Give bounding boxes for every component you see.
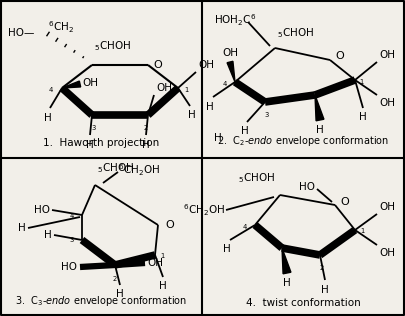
Polygon shape (315, 95, 324, 121)
Text: 1.  Haworth projection: 1. Haworth projection (43, 138, 159, 148)
Text: $_{2}$: $_{2}$ (319, 263, 325, 273)
Text: H: H (321, 285, 329, 295)
Text: O: O (340, 197, 349, 207)
Text: OH: OH (147, 258, 163, 268)
Text: H: H (44, 230, 52, 240)
Text: $_{1}$: $_{1}$ (160, 251, 166, 261)
Text: 3.  C$_3$-$\it{endo}$ envelope conformation: 3. C$_3$-$\it{endo}$ envelope conformati… (15, 294, 187, 308)
Text: O: O (335, 51, 344, 61)
Text: H: H (206, 102, 214, 112)
Text: H: H (359, 112, 367, 122)
Text: $^{6}$CH$_2$: $^{6}$CH$_2$ (48, 19, 74, 35)
Text: $_{3}$: $_{3}$ (264, 110, 270, 120)
Text: H: H (223, 244, 231, 254)
Text: $_{2}$: $_{2}$ (143, 123, 149, 133)
Text: OH: OH (379, 248, 395, 258)
Text: $_{1}$: $_{1}$ (360, 226, 366, 236)
Polygon shape (282, 248, 291, 274)
Text: $_{5}$CHOH: $_{5}$CHOH (238, 171, 275, 185)
Text: H: H (18, 223, 26, 233)
Text: H: H (316, 125, 324, 135)
Text: $_{5}$CHOH: $_{5}$CHOH (277, 26, 314, 40)
Text: OH: OH (198, 60, 214, 70)
Text: $_{4}$: $_{4}$ (48, 85, 54, 95)
Text: H: H (283, 278, 291, 288)
Text: $_{4}$: $_{4}$ (69, 211, 75, 221)
Text: HOH$_2$C$^{6}$: HOH$_2$C$^{6}$ (214, 12, 256, 28)
Text: $_{1}$: $_{1}$ (359, 77, 365, 87)
Text: OH: OH (222, 48, 238, 58)
Text: $_{5}$CHOH: $_{5}$CHOH (94, 39, 131, 53)
Text: $_{2}$: $_{2}$ (112, 274, 118, 284)
Text: $_{5}$CHOH: $_{5}$CHOH (97, 161, 134, 175)
Text: $_{1}$: $_{1}$ (184, 85, 190, 95)
Text: OH: OH (156, 83, 172, 93)
Text: HO: HO (299, 182, 315, 192)
Text: $^{6}$CH$_2$OH: $^{6}$CH$_2$OH (118, 162, 160, 178)
Text: O: O (165, 220, 174, 230)
Text: $_{4}$: $_{4}$ (242, 222, 248, 232)
Text: H: H (116, 289, 124, 299)
Text: $_{3}$: $_{3}$ (69, 235, 75, 245)
Text: $_{3}$: $_{3}$ (91, 123, 97, 133)
Text: $_{3}$: $_{3}$ (281, 256, 287, 266)
Text: OH: OH (82, 78, 98, 88)
Text: H: H (86, 140, 94, 150)
Text: 2.  C$_2$-$\it{endo}$ envelope conformation: 2. C$_2$-$\it{endo}$ envelope conformati… (217, 134, 389, 148)
Text: H: H (188, 110, 196, 120)
Text: $^{6}$CH$_2$OH: $^{6}$CH$_2$OH (183, 202, 225, 218)
Text: H: H (142, 140, 150, 150)
Text: HO: HO (61, 262, 77, 272)
Text: H: H (44, 113, 52, 123)
Text: $_{4}$: $_{4}$ (222, 79, 228, 89)
Text: OH: OH (379, 202, 395, 212)
Text: 4.  twist conformation: 4. twist conformation (245, 298, 360, 308)
Text: HO—: HO— (8, 28, 34, 38)
Polygon shape (227, 61, 235, 82)
Text: O: O (153, 60, 162, 70)
Text: H: H (159, 281, 167, 291)
Polygon shape (62, 81, 81, 88)
Text: $_{2}$: $_{2}$ (314, 102, 320, 112)
Text: OH: OH (379, 98, 395, 108)
Text: OH: OH (379, 50, 395, 60)
Text: HO: HO (34, 205, 50, 215)
Text: H: H (214, 133, 222, 143)
Text: H: H (241, 126, 249, 136)
